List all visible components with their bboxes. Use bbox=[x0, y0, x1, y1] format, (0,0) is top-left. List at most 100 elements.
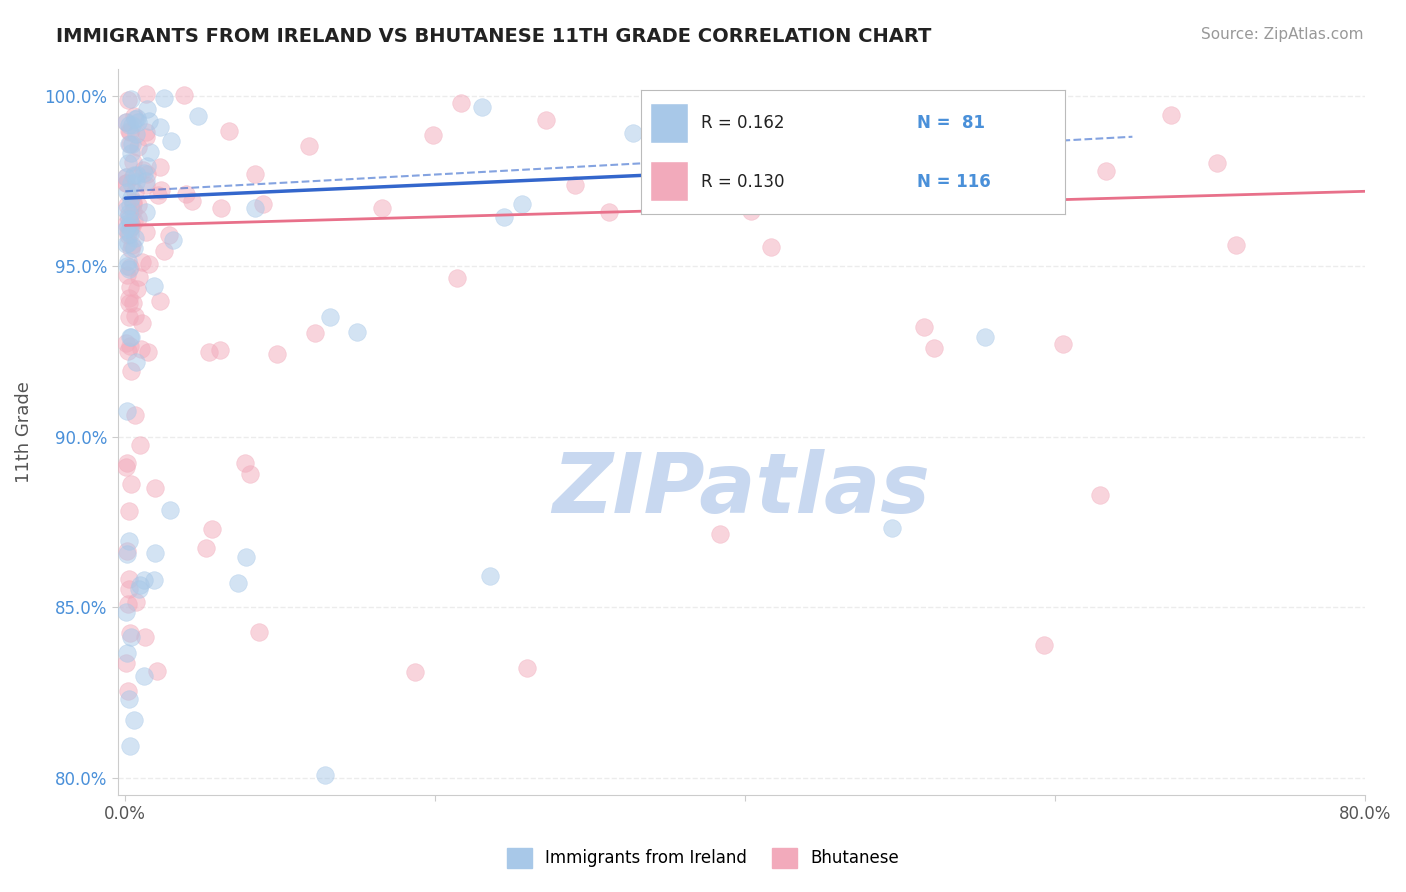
Point bbox=[115, 203, 138, 218]
Point bbox=[235, 550, 257, 565]
Point bbox=[115, 114, 138, 128]
Point bbox=[115, 115, 138, 129]
Point bbox=[226, 575, 249, 590]
Point bbox=[201, 522, 224, 536]
Text: Source: ZipAtlas.com: Source: ZipAtlas.com bbox=[1201, 27, 1364, 42]
Point bbox=[136, 345, 159, 359]
Point bbox=[153, 91, 176, 105]
Point bbox=[115, 170, 138, 185]
Point bbox=[117, 597, 139, 611]
Point bbox=[115, 176, 138, 190]
Point bbox=[118, 212, 141, 227]
Point bbox=[125, 282, 148, 296]
Point bbox=[149, 293, 172, 308]
Point bbox=[122, 169, 145, 183]
Point bbox=[117, 547, 139, 561]
Point bbox=[118, 227, 141, 241]
Point bbox=[153, 244, 176, 259]
Point bbox=[117, 211, 139, 225]
Point bbox=[118, 330, 141, 344]
Point bbox=[115, 646, 138, 660]
Point bbox=[128, 582, 150, 596]
Point bbox=[118, 136, 141, 151]
Point bbox=[120, 364, 142, 378]
Point bbox=[142, 278, 165, 293]
Point bbox=[128, 270, 150, 285]
Point bbox=[117, 155, 139, 169]
Point bbox=[115, 335, 138, 350]
Point bbox=[124, 109, 146, 123]
Point bbox=[187, 110, 209, 124]
Point bbox=[118, 136, 141, 151]
Point bbox=[1206, 156, 1229, 170]
Point bbox=[157, 228, 180, 243]
Point bbox=[120, 218, 142, 232]
Point bbox=[135, 205, 157, 219]
Point bbox=[115, 170, 138, 185]
Point bbox=[510, 197, 533, 211]
Point bbox=[115, 605, 138, 619]
Point bbox=[118, 692, 141, 706]
Point bbox=[117, 684, 139, 698]
Point bbox=[159, 503, 181, 517]
Point bbox=[243, 201, 266, 215]
Point bbox=[450, 95, 472, 110]
Point bbox=[138, 114, 160, 128]
Point bbox=[117, 253, 139, 268]
Point bbox=[115, 198, 138, 212]
Point bbox=[117, 227, 139, 242]
Point bbox=[124, 409, 146, 423]
Point bbox=[132, 574, 155, 588]
Point bbox=[131, 317, 153, 331]
Text: ZIPatlas: ZIPatlas bbox=[553, 450, 931, 531]
Point bbox=[124, 112, 146, 126]
Point bbox=[117, 235, 139, 250]
Point bbox=[139, 145, 162, 159]
Point bbox=[120, 146, 142, 161]
Point bbox=[124, 128, 146, 142]
Point bbox=[218, 123, 240, 137]
Point bbox=[173, 87, 195, 102]
Point bbox=[132, 162, 155, 177]
Point bbox=[118, 339, 141, 353]
Point bbox=[194, 541, 217, 555]
Point bbox=[128, 438, 150, 452]
Point bbox=[516, 661, 538, 675]
Point bbox=[135, 174, 157, 188]
Point bbox=[471, 100, 494, 114]
Point bbox=[912, 319, 935, 334]
Point bbox=[143, 573, 166, 587]
Point bbox=[132, 669, 155, 683]
Point bbox=[115, 404, 138, 418]
Point bbox=[252, 197, 274, 211]
Point bbox=[124, 185, 146, 199]
Point bbox=[146, 664, 169, 678]
Point bbox=[120, 198, 142, 212]
Point bbox=[120, 739, 142, 753]
Point bbox=[125, 168, 148, 182]
Point bbox=[740, 204, 762, 219]
Point bbox=[127, 114, 149, 128]
Point bbox=[118, 310, 141, 325]
Point bbox=[121, 237, 143, 252]
Point bbox=[125, 355, 148, 369]
Point bbox=[346, 325, 368, 339]
Point bbox=[121, 136, 143, 151]
Point bbox=[148, 187, 170, 202]
Point bbox=[124, 309, 146, 323]
Point bbox=[115, 456, 138, 470]
Point bbox=[319, 310, 342, 325]
Point bbox=[115, 236, 138, 251]
Point bbox=[127, 140, 149, 154]
Point bbox=[122, 213, 145, 227]
Point bbox=[125, 595, 148, 609]
Point bbox=[160, 134, 183, 148]
Point bbox=[115, 221, 138, 235]
Point bbox=[1160, 108, 1182, 122]
Point bbox=[120, 476, 142, 491]
Point bbox=[371, 201, 394, 215]
Point bbox=[131, 255, 153, 269]
Point bbox=[127, 198, 149, 212]
Point bbox=[127, 211, 149, 226]
Point bbox=[198, 344, 221, 359]
